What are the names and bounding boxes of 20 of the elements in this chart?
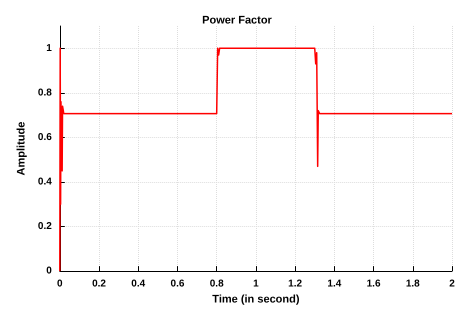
x-tick-label: 0 bbox=[57, 278, 64, 290]
x-axis-title: Time (in second) bbox=[212, 294, 300, 306]
x-tick-label: 2 bbox=[449, 278, 456, 290]
y-axis-title: Amplitude bbox=[16, 122, 28, 176]
x-tick-label: 1.2 bbox=[288, 278, 303, 290]
x-tick-label: 0.6 bbox=[170, 278, 185, 290]
x-tick-label: 0.2 bbox=[92, 278, 106, 290]
y-tick-label: 0.6 bbox=[38, 132, 52, 143]
x-tick-label: 1.4 bbox=[327, 278, 342, 290]
y-tick-label: 0 bbox=[46, 266, 52, 277]
x-tick-label: 1 bbox=[253, 278, 260, 290]
x-tick-label: 1.6 bbox=[366, 278, 381, 290]
x-tick-label: 0.8 bbox=[210, 278, 224, 290]
y-tick-label: 0.8 bbox=[38, 87, 52, 98]
x-tick-label: 1.8 bbox=[406, 278, 420, 290]
x-tick-label: 0.4 bbox=[131, 278, 146, 290]
y-tick-label: 0.2 bbox=[38, 221, 52, 232]
y-tick-label: 1 bbox=[46, 42, 52, 54]
chart-title: Power Factor bbox=[202, 14, 273, 26]
y-tick-label: 0.4 bbox=[38, 176, 52, 188]
